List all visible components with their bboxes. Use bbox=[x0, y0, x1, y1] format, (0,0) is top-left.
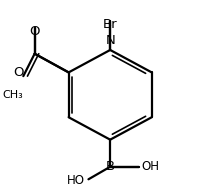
Text: O: O bbox=[29, 25, 40, 38]
Text: OH: OH bbox=[141, 160, 159, 173]
Text: N: N bbox=[105, 34, 115, 47]
Text: O: O bbox=[13, 66, 23, 79]
Text: Br: Br bbox=[103, 18, 117, 31]
Text: B: B bbox=[106, 160, 115, 173]
Text: HO: HO bbox=[67, 174, 85, 187]
Text: CH₃: CH₃ bbox=[2, 90, 23, 100]
